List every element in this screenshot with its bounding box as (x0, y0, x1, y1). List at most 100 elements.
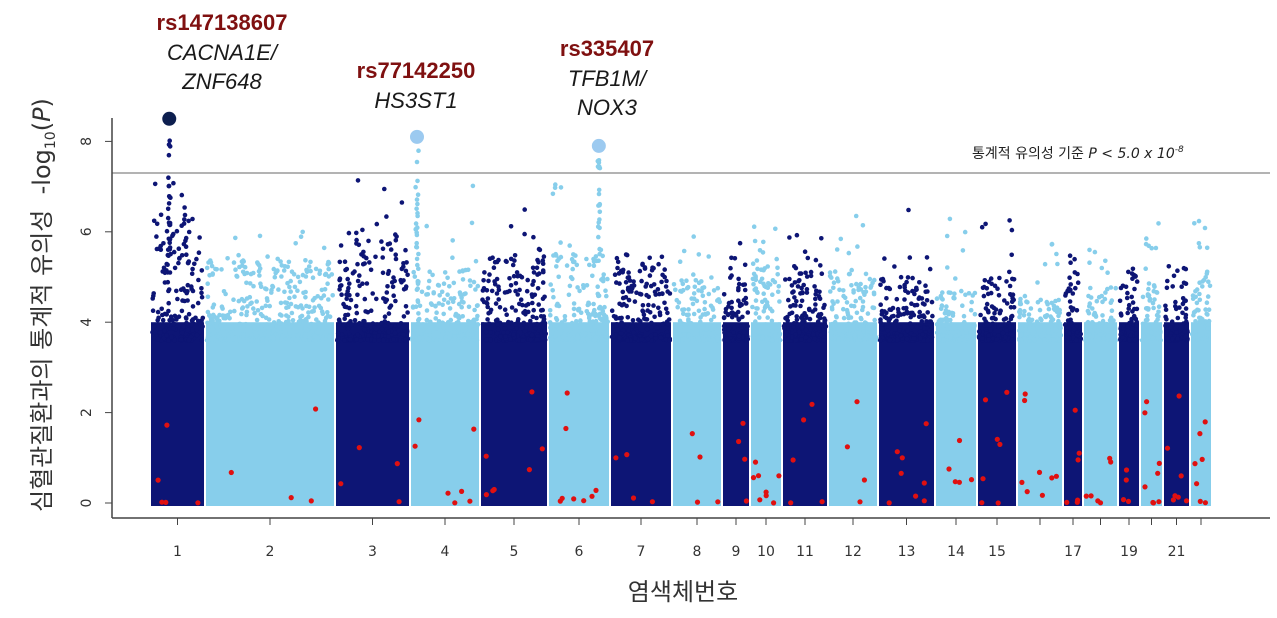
snp-point (361, 253, 367, 259)
snp-point (644, 326, 650, 332)
snp-point (1049, 315, 1054, 321)
snp-point (158, 212, 164, 218)
snp-point (653, 292, 658, 297)
snp-point (741, 329, 747, 335)
snp-point (154, 234, 159, 239)
snp-point (596, 191, 602, 197)
snp-point (846, 321, 851, 327)
snp-point (567, 283, 573, 289)
snp-point (986, 337, 992, 343)
snp-point (945, 265, 950, 270)
snp-point (1010, 292, 1016, 298)
snp-point (819, 271, 825, 277)
red-snp-point (624, 452, 630, 458)
snp-point (194, 332, 200, 338)
snp-point (1042, 337, 1047, 343)
snp-point (244, 270, 250, 276)
snp-point (1152, 297, 1157, 302)
snp-point (1068, 260, 1073, 266)
snp-point (715, 285, 721, 291)
snp-point (257, 273, 262, 278)
snp-point (344, 304, 349, 310)
snp-point (186, 311, 192, 317)
snp-point (441, 297, 447, 303)
snp-point (862, 292, 867, 298)
snp-point (979, 224, 985, 230)
snp-point (473, 287, 478, 292)
snp-point (803, 327, 809, 333)
snp-point (711, 326, 717, 331)
red-snp-point (956, 479, 963, 485)
snp-point (1063, 293, 1068, 298)
snp-point (925, 310, 930, 315)
snp-point (279, 313, 284, 318)
snp-point (154, 246, 160, 252)
red-snp-point (564, 390, 570, 396)
snp-point (776, 284, 782, 289)
x-tick-label: 19 (1120, 544, 1138, 560)
snp-point (765, 303, 770, 309)
snp-point (753, 311, 759, 316)
snp-point (401, 314, 407, 319)
chromosome-band-4 (411, 322, 479, 506)
snp-point (644, 292, 649, 298)
snp-point (772, 279, 778, 285)
snp-point (1183, 334, 1189, 339)
red-snp-point (886, 500, 892, 506)
snp-point (721, 315, 727, 320)
x-tick-label: 8 (693, 544, 702, 560)
snp-point (278, 259, 283, 264)
snp-point (447, 334, 452, 340)
snp-point (702, 300, 708, 305)
snp-point (786, 297, 791, 303)
snp-point (898, 333, 904, 338)
snp-point (345, 326, 351, 332)
snp-point (844, 300, 850, 305)
snp-point (1097, 332, 1103, 337)
snp-point (200, 315, 206, 321)
snp-point (164, 228, 170, 234)
snp-point (1113, 337, 1118, 343)
snp-point (953, 333, 959, 339)
snp-point (785, 337, 790, 343)
snp-point (372, 330, 378, 336)
snp-point (485, 304, 491, 310)
snp-point (794, 314, 799, 319)
snp-point (596, 313, 601, 318)
snp-point (151, 218, 157, 224)
snp-point (496, 297, 502, 302)
snp-point (588, 322, 594, 328)
snp-point (906, 207, 911, 213)
snp-point (837, 287, 842, 293)
snp-point (1170, 284, 1175, 289)
snp-point (1175, 336, 1180, 342)
snp-point (793, 265, 799, 271)
snp-point (812, 284, 817, 289)
snp-point (388, 324, 393, 330)
red-snp-point (740, 420, 746, 426)
snp-point (690, 337, 695, 343)
snp-point (626, 270, 631, 275)
snp-point (597, 329, 602, 334)
snp-point (803, 313, 809, 319)
threshold-label-formula: P < 5.0 x 10 (1088, 146, 1174, 162)
red-snp-point (412, 443, 418, 449)
snp-point (428, 319, 433, 325)
snp-point (948, 333, 953, 339)
snp-point (1125, 310, 1130, 316)
snp-point (703, 331, 708, 337)
snp-point (689, 296, 694, 301)
snp-point (1003, 316, 1009, 321)
x-tick-label: 11 (796, 544, 814, 560)
snp-point (822, 318, 828, 323)
snp-point (401, 287, 407, 292)
snp-point (578, 310, 584, 316)
snp-point (536, 302, 541, 307)
snp-point (498, 334, 503, 339)
snp-point (1205, 326, 1211, 331)
snp-point (763, 322, 768, 327)
snp-point (769, 318, 775, 324)
snp-point (1042, 261, 1048, 267)
snp-point (1193, 289, 1198, 294)
snp-point (673, 287, 678, 293)
